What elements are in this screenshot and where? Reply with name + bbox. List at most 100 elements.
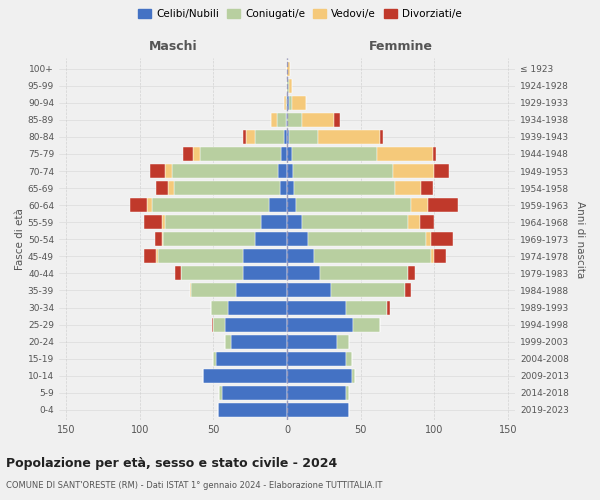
Bar xyxy=(428,198,458,212)
Bar xyxy=(287,113,302,127)
Bar xyxy=(433,147,436,161)
Text: Femmine: Femmine xyxy=(369,40,433,54)
Bar xyxy=(353,318,380,332)
Bar xyxy=(211,300,228,314)
Bar xyxy=(220,386,223,400)
Bar xyxy=(278,164,287,178)
Bar xyxy=(225,334,231,348)
Bar xyxy=(182,147,193,161)
Bar xyxy=(302,113,334,127)
Bar xyxy=(287,79,289,92)
Bar xyxy=(190,284,191,298)
Bar xyxy=(346,386,349,400)
Bar xyxy=(191,284,236,298)
Bar xyxy=(308,232,425,246)
Bar xyxy=(387,300,390,314)
Bar xyxy=(346,300,387,314)
Bar xyxy=(175,266,181,280)
Bar xyxy=(287,250,314,264)
Bar xyxy=(287,147,292,161)
Bar xyxy=(287,300,346,314)
Bar xyxy=(408,215,419,229)
Bar xyxy=(287,232,308,246)
Bar xyxy=(203,369,287,383)
Bar xyxy=(295,181,395,195)
Bar xyxy=(337,334,349,348)
Bar xyxy=(130,198,147,212)
Bar xyxy=(155,232,162,246)
Bar xyxy=(162,232,163,246)
Bar xyxy=(434,164,449,178)
Bar xyxy=(277,113,286,127)
Bar xyxy=(243,250,287,264)
Bar xyxy=(292,147,377,161)
Bar xyxy=(286,113,287,127)
Bar xyxy=(152,198,269,212)
Bar xyxy=(165,164,172,178)
Bar xyxy=(218,403,287,417)
Bar xyxy=(296,198,411,212)
Bar xyxy=(144,250,156,264)
Bar xyxy=(214,352,217,366)
Bar xyxy=(225,318,287,332)
Bar xyxy=(228,300,287,314)
Bar xyxy=(287,318,353,332)
Bar xyxy=(271,113,277,127)
Bar xyxy=(393,164,434,178)
Bar xyxy=(377,147,433,161)
Bar xyxy=(287,266,320,280)
Bar xyxy=(212,318,214,332)
Bar xyxy=(395,181,421,195)
Bar xyxy=(163,232,255,246)
Bar xyxy=(292,96,306,110)
Bar xyxy=(287,198,296,212)
Bar xyxy=(150,164,165,178)
Bar xyxy=(193,147,200,161)
Bar xyxy=(174,181,280,195)
Bar xyxy=(281,147,287,161)
Bar xyxy=(320,266,408,280)
Legend: Celibi/Nubili, Coniugati/e, Vedovi/e, Divorziati/e: Celibi/Nubili, Coniugati/e, Vedovi/e, Di… xyxy=(134,5,466,24)
Bar xyxy=(287,369,352,383)
Bar xyxy=(289,79,292,92)
Bar xyxy=(255,232,287,246)
Bar xyxy=(231,334,287,348)
Bar xyxy=(165,215,260,229)
Bar xyxy=(421,181,433,195)
Bar xyxy=(346,352,352,366)
Text: Maschi: Maschi xyxy=(149,40,197,54)
Bar xyxy=(243,266,287,280)
Bar xyxy=(287,334,337,348)
Bar xyxy=(158,250,243,264)
Bar xyxy=(289,96,292,110)
Bar xyxy=(156,250,158,264)
Bar xyxy=(181,266,243,280)
Bar xyxy=(405,284,411,298)
Bar xyxy=(287,164,293,178)
Bar xyxy=(287,352,346,366)
Bar xyxy=(284,96,286,110)
Bar xyxy=(419,215,434,229)
Bar xyxy=(260,215,287,229)
Bar xyxy=(243,130,246,144)
Bar xyxy=(293,164,393,178)
Y-axis label: Anni di nascita: Anni di nascita xyxy=(575,200,585,278)
Bar xyxy=(331,284,405,298)
Y-axis label: Fasce di età: Fasce di età xyxy=(15,208,25,270)
Bar xyxy=(286,96,287,110)
Bar xyxy=(287,386,346,400)
Bar xyxy=(162,215,165,229)
Bar xyxy=(287,96,289,110)
Text: Popolazione per età, sesso e stato civile - 2024: Popolazione per età, sesso e stato civil… xyxy=(6,458,337,470)
Bar xyxy=(236,284,287,298)
Bar xyxy=(287,284,331,298)
Bar xyxy=(352,369,355,383)
Bar xyxy=(280,181,287,195)
Bar xyxy=(318,130,380,144)
Bar xyxy=(287,130,289,144)
Bar xyxy=(269,198,287,212)
Bar xyxy=(223,386,287,400)
Bar xyxy=(334,113,340,127)
Bar xyxy=(411,198,428,212)
Bar xyxy=(255,130,284,144)
